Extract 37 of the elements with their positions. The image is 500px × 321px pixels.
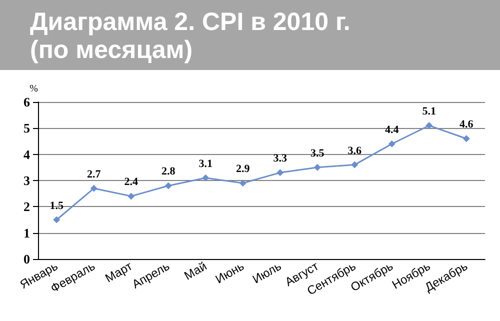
data-label: 3.3 — [273, 152, 288, 165]
data-label: 2.9 — [236, 163, 250, 176]
point — [53, 216, 60, 224]
point — [462, 135, 470, 142]
y-tick-label: 2 — [24, 199, 30, 214]
x-tick-label: Март — [102, 258, 136, 286]
point — [90, 184, 98, 192]
data-label: 2.8 — [162, 166, 176, 178]
point — [128, 192, 135, 200]
data-label: 3.1 — [198, 158, 212, 170]
x-tick-label: Июль — [250, 258, 284, 286]
point — [351, 161, 358, 168]
y-tick-label: 0 — [24, 252, 30, 266]
point — [426, 122, 433, 130]
point — [388, 140, 396, 148]
y-axis-title: % — [30, 84, 38, 94]
data-label: 4.6 — [460, 118, 474, 131]
point — [239, 180, 246, 187]
data-label: 5.1 — [422, 106, 436, 118]
chart-title: Диаграмма 2. CPI в 2010 г. (по месяцам) — [29, 7, 352, 64]
data-label: 4.4 — [385, 124, 400, 136]
data-label: 1.5 — [50, 200, 64, 212]
point — [202, 174, 210, 182]
y-tick-label: 1 — [24, 225, 30, 240]
data-label: 2.4 — [124, 176, 138, 188]
y-tick-label: 3 — [24, 173, 30, 188]
point — [276, 169, 284, 176]
data-label: 3.5 — [310, 147, 325, 160]
data-label: 2.7 — [87, 168, 102, 180]
y-tick-label: 5 — [24, 120, 30, 136]
point — [314, 164, 321, 171]
y-tick-label: 6 — [24, 94, 30, 110]
x-tick-label: Май — [182, 258, 210, 283]
point — [164, 182, 172, 190]
x-tick-label: Июнь — [212, 258, 246, 286]
data-label: 3.6 — [348, 144, 362, 157]
y-tick-label: 4 — [24, 146, 30, 162]
